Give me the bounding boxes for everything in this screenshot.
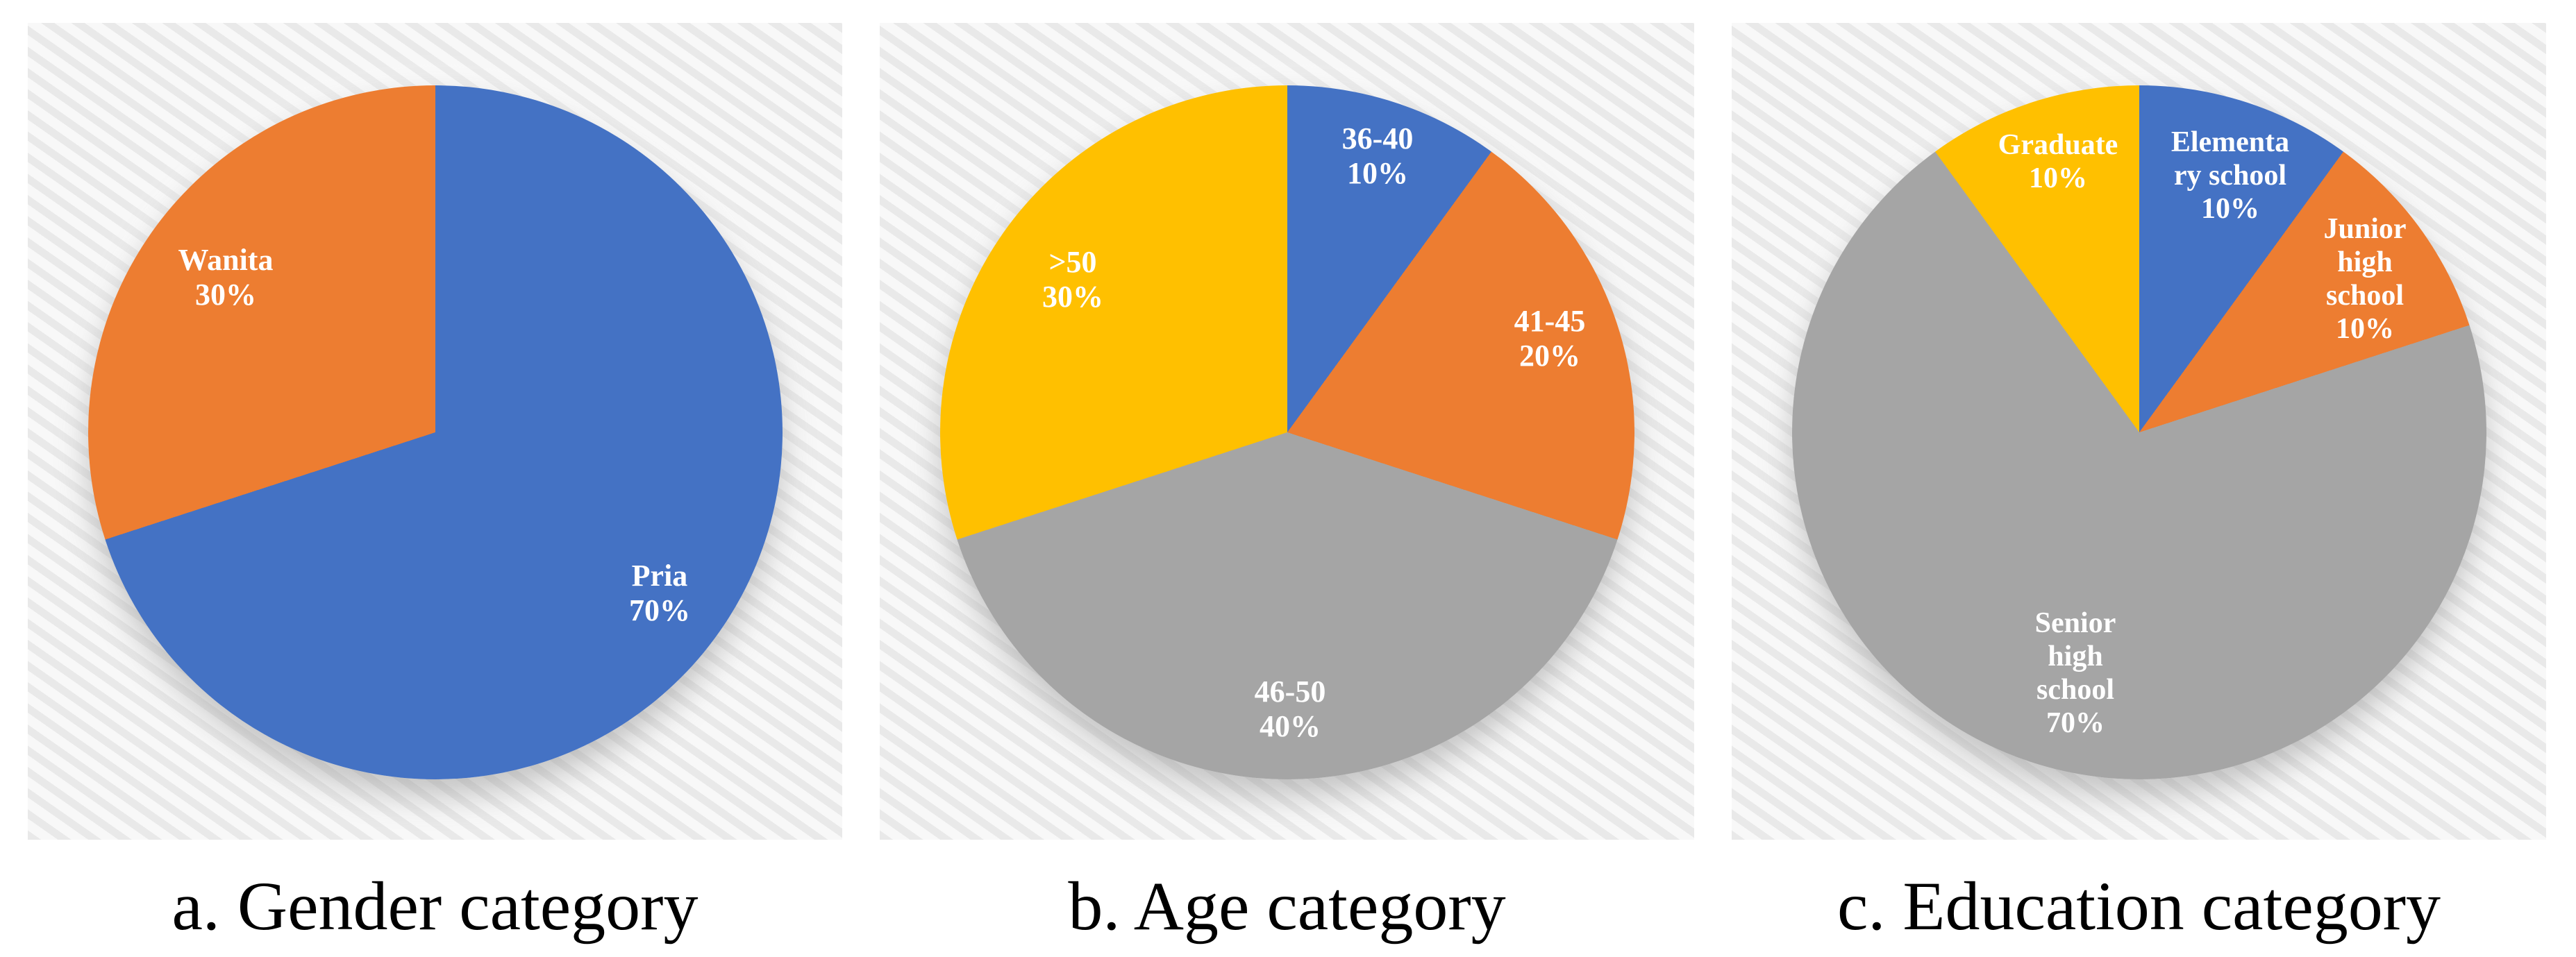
age-pie-chart [939,85,1634,779]
pie-slice-label-41-45: 41-45 20% [1514,304,1586,373]
pie-slice-label-senior-high-school: Senior high school 70% [2034,607,2116,739]
pie-slice-label-46-50: 46-50 40% [1254,675,1326,743]
education-pie-chart [1791,85,2486,779]
pie-slice-label-over-50: >50 30% [1042,245,1103,314]
pie-slice-label-36-40: 36-40 10% [1341,121,1414,190]
pie-slice-label-junior-high-school: Junior high school 10% [2323,213,2407,345]
age-chart-caption: b. Age category [1068,867,1506,945]
age-chart-panel: 36-40 10% 41-45 20% 46-50 40% >50 30% [880,23,1694,840]
pie-slice-label-elementary-school: Elementa ry school 10% [2171,126,2290,225]
pie-slice-label-graduate: Graduate 10% [1998,129,2118,194]
pie-slice-label-pria: Pria 70% [629,559,690,627]
gender-chart-panel: Pria 70% Wanita 30% [28,23,842,840]
education-chart-caption: c. Education category [1837,867,2441,945]
education-chart-panel: Elementa ry school 10% Junior high schoo… [1732,23,2546,840]
pie-slice-label-wanita: Wanita 30% [178,243,274,312]
gender-pie-chart [87,85,783,779]
gender-chart-caption: a. Gender category [172,867,699,945]
